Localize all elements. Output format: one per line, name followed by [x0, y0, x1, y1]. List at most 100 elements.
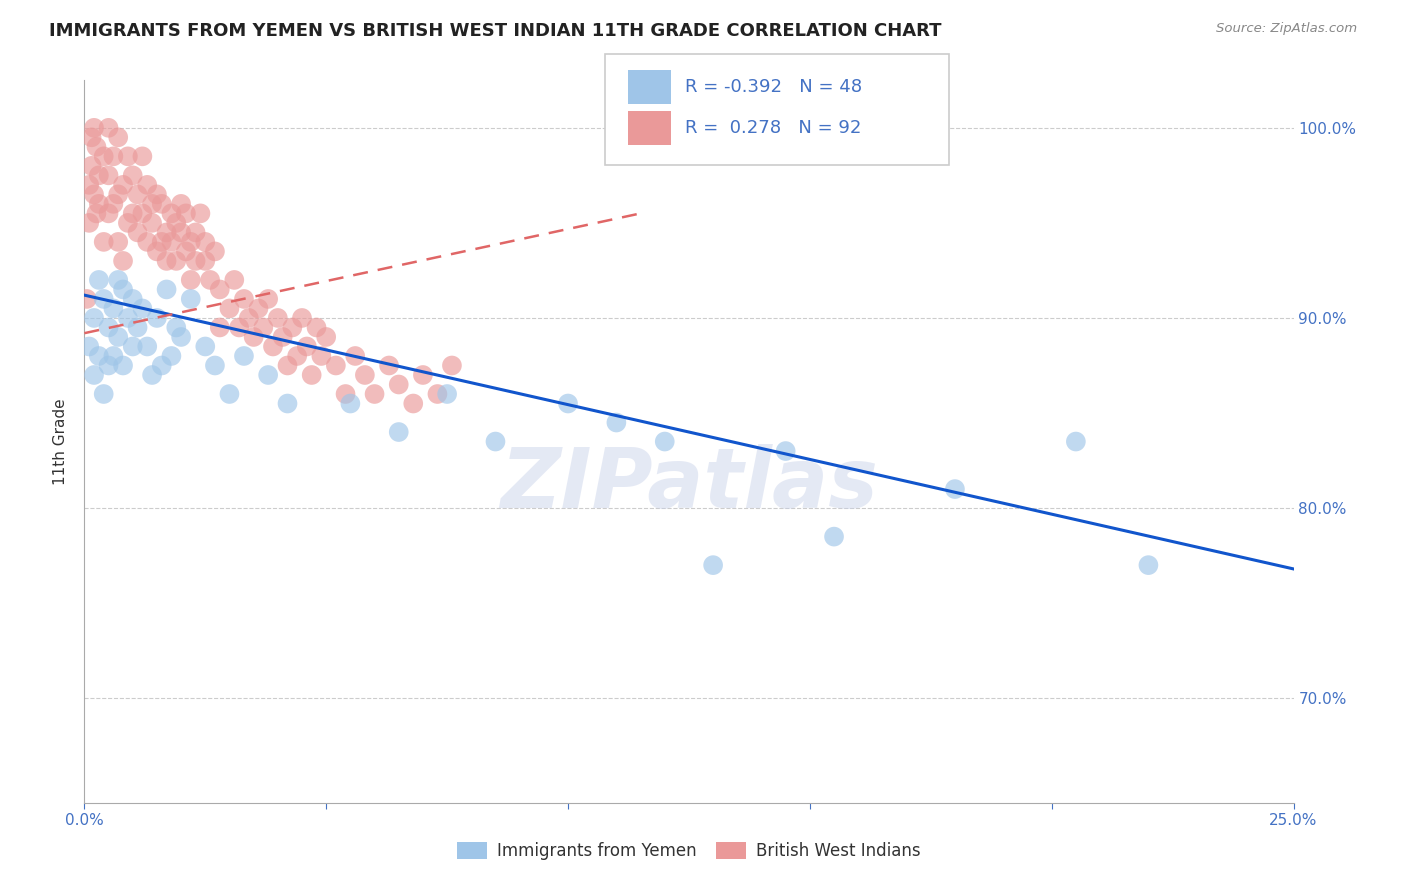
- Point: [170, 197, 193, 211]
- Point: [354, 368, 377, 382]
- Point: [388, 425, 411, 439]
- Point: [311, 349, 333, 363]
- Point: [823, 530, 845, 544]
- Point: [112, 178, 135, 192]
- Point: [1137, 558, 1160, 573]
- Point: [103, 197, 125, 211]
- Point: [224, 273, 246, 287]
- Point: [242, 330, 264, 344]
- Point: [194, 235, 217, 249]
- Point: [484, 434, 506, 449]
- Point: [305, 320, 328, 334]
- Point: [228, 320, 250, 334]
- Point: [285, 349, 308, 363]
- Point: [77, 339, 100, 353]
- Point: [378, 359, 401, 373]
- Point: [247, 301, 270, 316]
- Point: [194, 253, 217, 268]
- Point: [146, 187, 169, 202]
- Point: [170, 226, 193, 240]
- Point: [155, 253, 177, 268]
- Point: [174, 244, 197, 259]
- Point: [654, 434, 676, 449]
- Point: [136, 235, 159, 249]
- Point: [208, 320, 231, 334]
- Point: [93, 387, 115, 401]
- Point: [141, 216, 163, 230]
- Point: [276, 396, 298, 410]
- Point: [146, 244, 169, 259]
- Point: [112, 282, 135, 296]
- Point: [103, 301, 125, 316]
- Point: [121, 339, 143, 353]
- Point: [97, 359, 120, 373]
- Point: [291, 310, 314, 325]
- Point: [76, 292, 98, 306]
- Point: [117, 310, 139, 325]
- Point: [180, 235, 202, 249]
- Text: R = -0.392   N = 48: R = -0.392 N = 48: [685, 78, 862, 96]
- Point: [436, 387, 458, 401]
- Point: [412, 368, 434, 382]
- Point: [131, 301, 153, 316]
- Point: [204, 244, 226, 259]
- Point: [107, 130, 129, 145]
- Point: [184, 226, 207, 240]
- Point: [190, 206, 212, 220]
- Point: [117, 216, 139, 230]
- Point: [174, 206, 197, 220]
- Point: [165, 253, 187, 268]
- Point: [339, 396, 361, 410]
- Point: [80, 159, 103, 173]
- Point: [257, 292, 280, 306]
- Point: [131, 206, 153, 220]
- Point: [121, 169, 143, 183]
- Point: [86, 140, 108, 154]
- Point: [271, 330, 294, 344]
- Legend: Immigrants from Yemen, British West Indians: Immigrants from Yemen, British West Indi…: [450, 835, 928, 867]
- Point: [121, 206, 143, 220]
- Point: [233, 292, 256, 306]
- Point: [107, 273, 129, 287]
- Point: [93, 235, 115, 249]
- Point: [127, 187, 149, 202]
- Point: [218, 387, 240, 401]
- Point: [121, 292, 143, 306]
- Point: [440, 359, 463, 373]
- Point: [80, 130, 103, 145]
- Point: [141, 368, 163, 382]
- Point: [107, 187, 129, 202]
- Point: [262, 339, 284, 353]
- Point: [83, 187, 105, 202]
- Point: [112, 359, 135, 373]
- Point: [83, 368, 105, 382]
- Point: [93, 292, 115, 306]
- Point: [180, 292, 202, 306]
- Point: [402, 396, 425, 410]
- Point: [107, 330, 129, 344]
- Point: [238, 310, 260, 325]
- Point: [160, 206, 183, 220]
- Text: R =  0.278   N = 92: R = 0.278 N = 92: [685, 119, 860, 136]
- Point: [325, 359, 347, 373]
- Point: [77, 216, 100, 230]
- Point: [150, 197, 173, 211]
- Point: [107, 235, 129, 249]
- Point: [97, 206, 120, 220]
- Point: [160, 235, 183, 249]
- Point: [160, 349, 183, 363]
- Point: [136, 339, 159, 353]
- Point: [97, 120, 120, 135]
- Point: [87, 169, 110, 183]
- Point: [150, 359, 173, 373]
- Point: [103, 349, 125, 363]
- Point: [117, 149, 139, 163]
- Point: [127, 226, 149, 240]
- Point: [93, 149, 115, 163]
- Point: [281, 320, 304, 334]
- Point: [208, 282, 231, 296]
- Point: [194, 339, 217, 353]
- Point: [605, 416, 627, 430]
- Point: [165, 320, 187, 334]
- Point: [150, 235, 173, 249]
